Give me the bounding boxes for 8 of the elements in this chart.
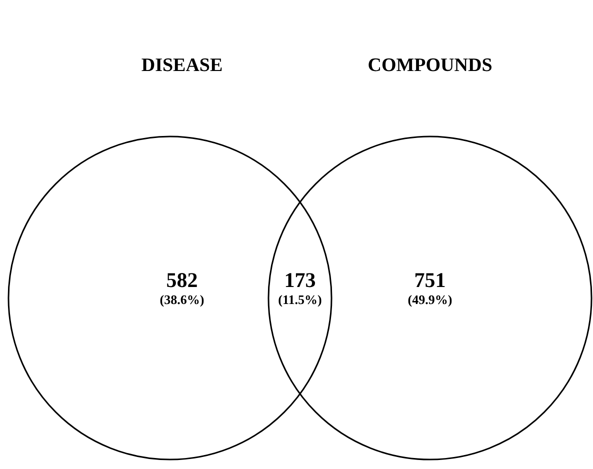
- data-label: 751: [414, 268, 446, 292]
- text: (38.6%): [160, 292, 204, 307]
- text: (11.5%): [278, 292, 322, 307]
- data-label: 582: [166, 268, 198, 292]
- category-label: COMPOUNDS: [368, 55, 492, 76]
- text: (49.9%): [408, 292, 452, 307]
- category-label: DISEASE: [141, 55, 223, 76]
- data-label: 173: [284, 268, 316, 292]
